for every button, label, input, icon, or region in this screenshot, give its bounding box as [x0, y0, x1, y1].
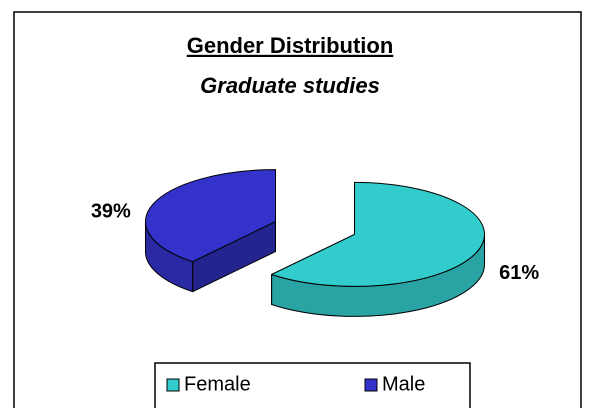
data-label: 39% — [91, 200, 131, 222]
legend-box — [154, 362, 471, 408]
legend-label: Male — [382, 373, 425, 395]
legend-swatch — [364, 378, 378, 392]
legend-label: Female — [184, 373, 251, 395]
chart-frame — [13, 11, 582, 408]
data-label: 61% — [499, 262, 539, 284]
legend-swatch — [166, 378, 180, 392]
chart-title: Gender Distribution — [187, 33, 394, 58]
chart-subtitle: Graduate studies — [200, 73, 380, 98]
slice-top — [271, 181, 485, 287]
slice-top — [144, 169, 276, 263]
